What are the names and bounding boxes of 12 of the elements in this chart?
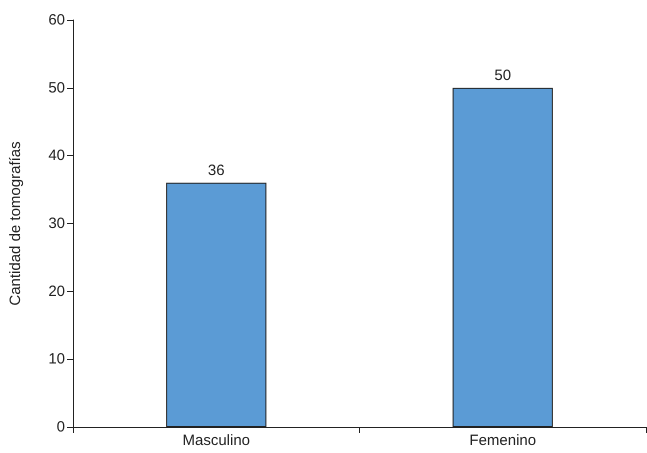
y-tick-label: 40 <box>48 147 65 164</box>
x-tick-label: Femenino <box>469 432 536 449</box>
y-tick-label: 0 <box>56 418 65 436</box>
data-label: 50 <box>494 66 512 84</box>
x-tick-label: Masculino <box>182 432 250 449</box>
y-tick-label: 10 <box>48 350 65 368</box>
y-axis-title: Cantidad de tomografías <box>7 141 24 306</box>
y-tick-label: 60 <box>48 12 65 28</box>
y-tick-label: 30 <box>48 215 65 232</box>
data-label: 36 <box>208 162 225 179</box>
y-tick-label: 50 <box>48 79 65 96</box>
y-tick-label: 20 <box>48 282 65 300</box>
